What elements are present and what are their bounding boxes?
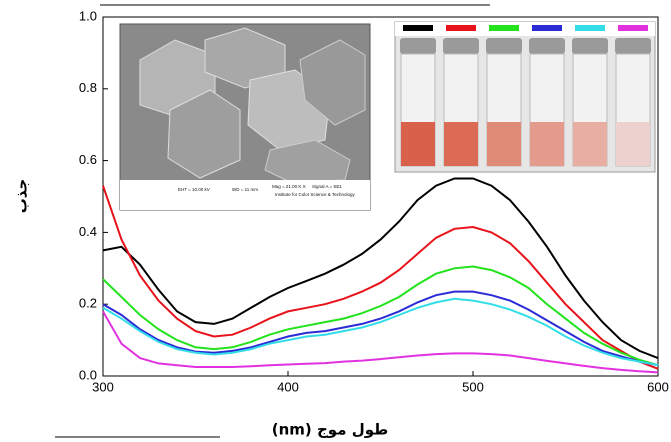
vial-liquid	[487, 122, 521, 166]
series-line	[103, 292, 658, 366]
vial-cap	[400, 38, 436, 54]
vial-cap	[572, 38, 608, 54]
vial-liquid	[616, 122, 650, 166]
color-swatch	[446, 25, 476, 31]
inset-label: EHT = 10.00 kV	[178, 187, 210, 192]
x-tick-label: 400	[277, 379, 299, 394]
vial-liquid	[444, 122, 478, 166]
vial-cap	[615, 38, 651, 54]
color-swatch	[532, 25, 562, 31]
y-tick-label: 0.2	[79, 296, 97, 311]
vials-inset	[395, 22, 655, 172]
color-swatch	[403, 25, 433, 31]
inset-label: WD = 11 mm	[232, 187, 258, 192]
inset-label: Mag = 21.00 K X	[272, 184, 306, 189]
sem-inset: EHT = 10.00 kV WD = 11 mm Mag = 21.00 K X S…	[120, 24, 370, 210]
y-axis-title: جذب	[13, 179, 31, 214]
inset-label: Institute for Color Science & Technology	[275, 192, 355, 197]
color-swatch	[575, 25, 605, 31]
x-tick-label: 500	[462, 379, 484, 394]
vial-cap	[443, 38, 479, 54]
x-tick-label: 600	[647, 379, 669, 394]
color-swatch	[618, 25, 648, 31]
series-line	[103, 299, 658, 365]
vial-liquid	[401, 122, 435, 166]
vial-cap	[486, 38, 522, 54]
color-swatch	[489, 25, 519, 31]
y-tick-label: 0.8	[79, 80, 97, 95]
y-tick-label: 1.0	[79, 8, 97, 23]
vial-liquid	[530, 122, 564, 166]
vial-liquid	[573, 122, 607, 166]
vial-cap	[529, 38, 565, 54]
y-tick-label: 0.4	[79, 224, 97, 239]
x-axis-title: طول موج (nm)	[272, 421, 389, 439]
x-tick-label: 300	[92, 379, 114, 394]
chart: 0.00.20.40.60.81.0300400500600 EHT = 10.…	[0, 0, 671, 442]
y-tick-label: 0.6	[79, 152, 97, 167]
inset-label: Signal A = SE1	[312, 184, 342, 189]
